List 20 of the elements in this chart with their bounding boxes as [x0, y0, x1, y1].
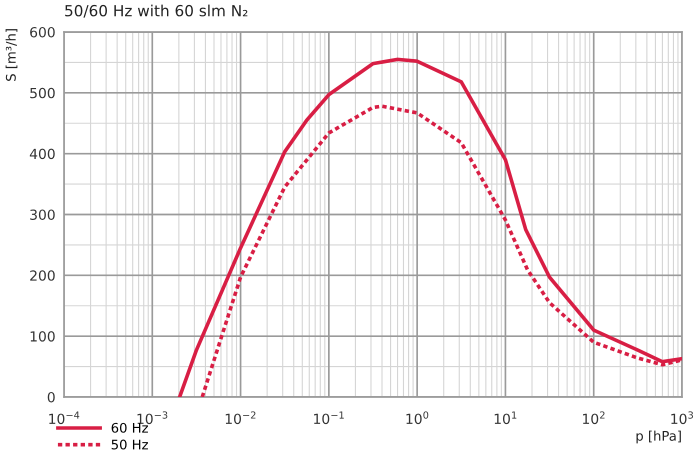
y-tick-label: 500	[30, 88, 55, 98]
y-tick-label: 600	[30, 26, 55, 38]
y-tick-label: 200	[30, 270, 55, 281]
x-tick-label: 10$^{2}$	[583, 411, 605, 424]
x-tick-label: 10$^{3}$	[671, 411, 693, 424]
legend-label: 60 Hz	[112, 422, 148, 433]
y-tick-label: 100	[30, 331, 55, 342]
x-axis-title: p [hPa]	[636, 430, 681, 444]
legend-label: 50 Hz	[112, 440, 148, 450]
x-tick-label: 10$^{0}$	[406, 411, 428, 424]
x-tick-label: 10$^{−1}$	[314, 411, 344, 424]
y-tick-label: 0	[48, 392, 55, 402]
y-tick-label: 400	[30, 148, 55, 160]
y-axis-title: S [m³/h]	[6, 29, 18, 81]
x-tick-label: 10$^{−3}$	[137, 411, 168, 424]
x-tick-label: 10$^{1}$	[494, 411, 516, 424]
chart-title: 50/60 Hz with 60 slm N₂	[65, 4, 248, 18]
y-tick-label: 300	[30, 209, 55, 220]
x-tick-label: 10$^{−2}$	[226, 411, 256, 424]
x-tick-label: 10$^{−4}$	[49, 411, 80, 424]
